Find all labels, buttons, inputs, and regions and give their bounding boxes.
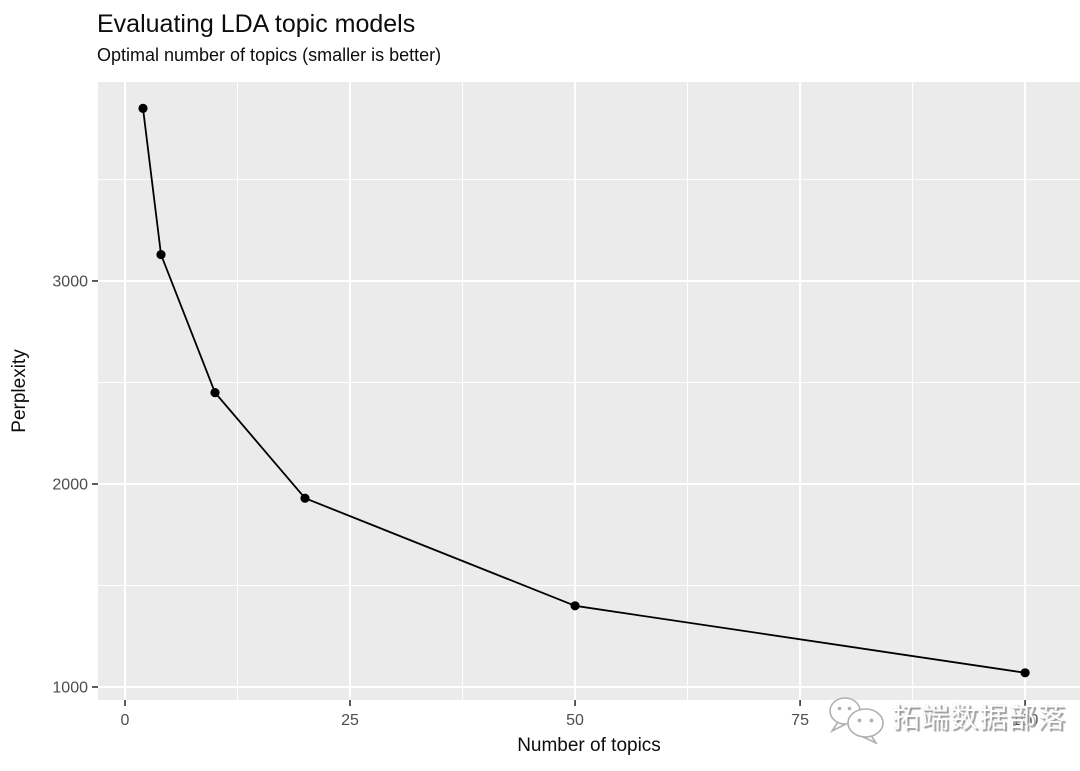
chart-subtitle: Optimal number of topics (smaller is bet… [97, 45, 442, 65]
x-tick-label: 25 [341, 712, 359, 729]
chart-title: Evaluating LDA topic models [97, 10, 416, 38]
x-tick-label: 100 [1012, 712, 1039, 729]
plot-panel [98, 82, 1080, 700]
x-tick-label: 75 [791, 712, 809, 729]
data-point [138, 103, 148, 113]
data-point [1020, 668, 1030, 678]
y-tick-label: 3000 [52, 273, 88, 290]
data-point [156, 249, 166, 260]
x-axis-title: Number of topics [517, 735, 661, 756]
data-point [210, 388, 220, 398]
x-tick-label: 50 [566, 712, 584, 729]
y-tick-label: 2000 [52, 476, 88, 493]
x-tick-label: 0 [121, 712, 130, 729]
data-point [300, 493, 310, 503]
y-tick-label: 1000 [52, 680, 88, 697]
data-point [570, 601, 580, 611]
perplexity-line [142, 108, 1026, 674]
